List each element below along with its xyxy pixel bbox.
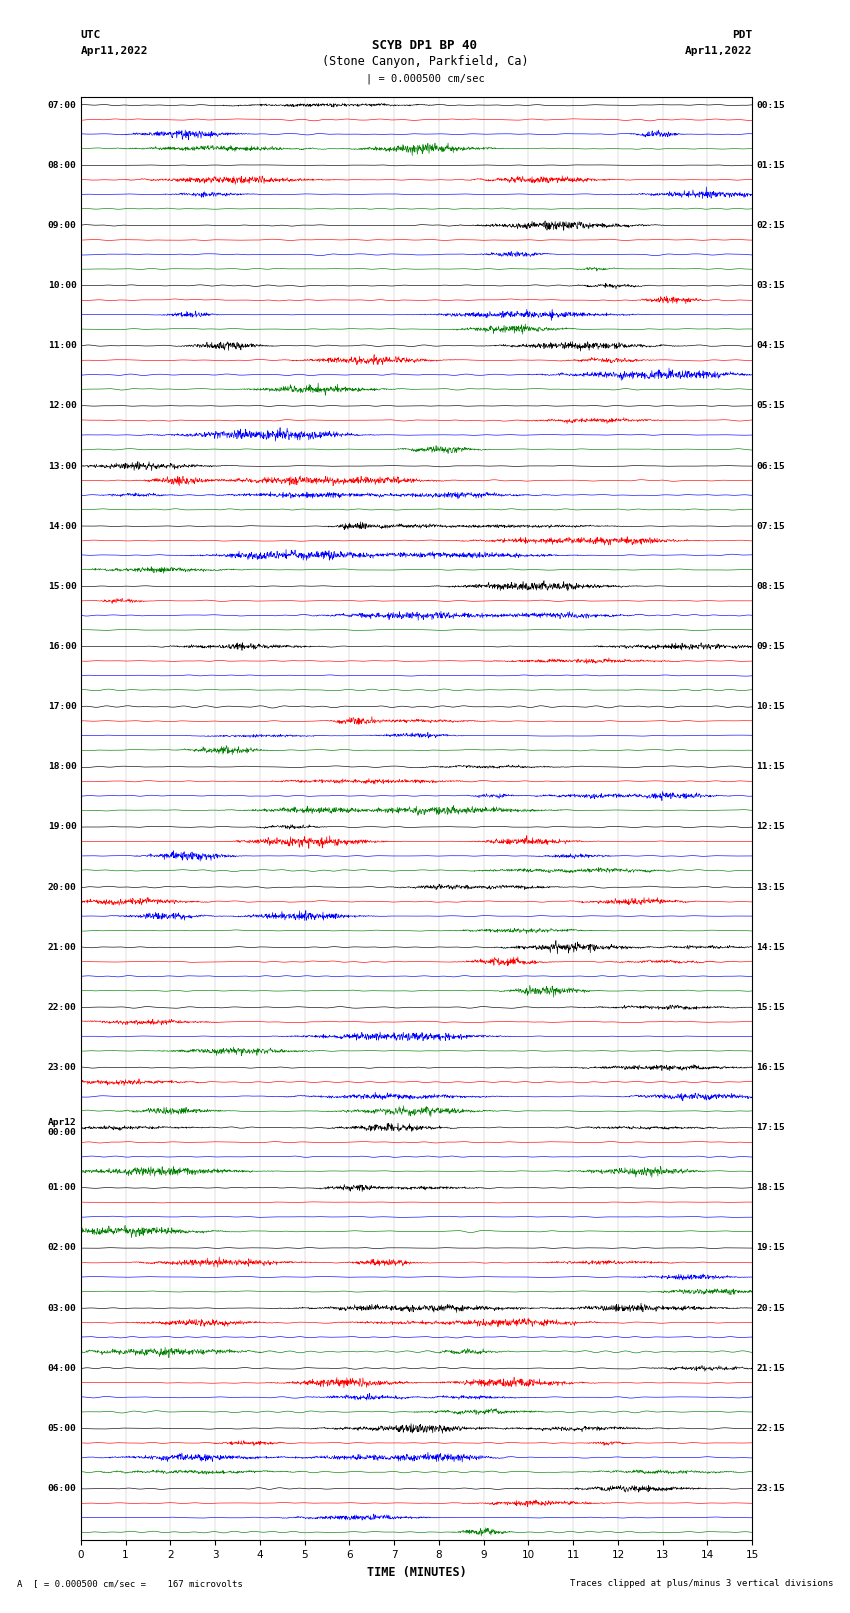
Text: 00:15: 00:15 xyxy=(756,100,785,110)
Text: 02:00: 02:00 xyxy=(48,1244,76,1252)
Text: SCYB DP1 BP 40: SCYB DP1 BP 40 xyxy=(372,39,478,52)
Text: 06:00: 06:00 xyxy=(48,1484,76,1494)
Text: 20:15: 20:15 xyxy=(756,1303,785,1313)
Text: 08:15: 08:15 xyxy=(756,582,785,590)
Text: 03:15: 03:15 xyxy=(756,281,785,290)
Text: 23:15: 23:15 xyxy=(756,1484,785,1494)
Text: UTC: UTC xyxy=(81,31,101,40)
Text: 09:15: 09:15 xyxy=(756,642,785,652)
Text: 11:15: 11:15 xyxy=(756,763,785,771)
Text: 17:00: 17:00 xyxy=(48,702,76,711)
Text: (Stone Canyon, Parkfield, Ca): (Stone Canyon, Parkfield, Ca) xyxy=(321,55,529,68)
Text: 14:00: 14:00 xyxy=(48,521,76,531)
Text: 04:15: 04:15 xyxy=(756,342,785,350)
Text: Traces clipped at plus/minus 3 vertical divisions: Traces clipped at plus/minus 3 vertical … xyxy=(570,1579,833,1589)
Text: A  [ = 0.000500 cm/sec =    167 microvolts: A [ = 0.000500 cm/sec = 167 microvolts xyxy=(17,1579,243,1589)
Text: 16:00: 16:00 xyxy=(48,642,76,652)
Text: 07:15: 07:15 xyxy=(756,521,785,531)
Text: 13:00: 13:00 xyxy=(48,461,76,471)
Text: 21:15: 21:15 xyxy=(756,1365,785,1373)
Text: 11:00: 11:00 xyxy=(48,342,76,350)
Text: 21:00: 21:00 xyxy=(48,942,76,952)
Text: 23:00: 23:00 xyxy=(48,1063,76,1073)
Text: 01:00: 01:00 xyxy=(48,1184,76,1192)
Text: 04:00: 04:00 xyxy=(48,1365,76,1373)
Text: 10:00: 10:00 xyxy=(48,281,76,290)
Text: Apr12
00:00: Apr12 00:00 xyxy=(48,1118,76,1137)
Text: 16:15: 16:15 xyxy=(756,1063,785,1073)
Text: 09:00: 09:00 xyxy=(48,221,76,231)
Text: 19:00: 19:00 xyxy=(48,823,76,831)
Text: 07:00: 07:00 xyxy=(48,100,76,110)
Text: Apr11,2022: Apr11,2022 xyxy=(81,47,148,56)
X-axis label: TIME (MINUTES): TIME (MINUTES) xyxy=(366,1566,467,1579)
Text: 22:15: 22:15 xyxy=(756,1424,785,1432)
Text: 14:15: 14:15 xyxy=(756,942,785,952)
Text: PDT: PDT xyxy=(732,31,752,40)
Text: 18:00: 18:00 xyxy=(48,763,76,771)
Text: | = 0.000500 cm/sec: | = 0.000500 cm/sec xyxy=(366,73,484,84)
Text: 05:15: 05:15 xyxy=(756,402,785,410)
Text: 02:15: 02:15 xyxy=(756,221,785,231)
Text: 12:15: 12:15 xyxy=(756,823,785,831)
Text: 12:00: 12:00 xyxy=(48,402,76,410)
Text: 03:00: 03:00 xyxy=(48,1303,76,1313)
Text: 01:15: 01:15 xyxy=(756,161,785,169)
Text: 10:15: 10:15 xyxy=(756,702,785,711)
Text: 13:15: 13:15 xyxy=(756,882,785,892)
Text: 22:00: 22:00 xyxy=(48,1003,76,1011)
Text: 17:15: 17:15 xyxy=(756,1123,785,1132)
Text: 15:15: 15:15 xyxy=(756,1003,785,1011)
Text: 15:00: 15:00 xyxy=(48,582,76,590)
Text: 05:00: 05:00 xyxy=(48,1424,76,1432)
Text: 08:00: 08:00 xyxy=(48,161,76,169)
Text: Apr11,2022: Apr11,2022 xyxy=(685,47,752,56)
Text: 06:15: 06:15 xyxy=(756,461,785,471)
Text: 20:00: 20:00 xyxy=(48,882,76,892)
Text: 19:15: 19:15 xyxy=(756,1244,785,1252)
Text: 18:15: 18:15 xyxy=(756,1184,785,1192)
